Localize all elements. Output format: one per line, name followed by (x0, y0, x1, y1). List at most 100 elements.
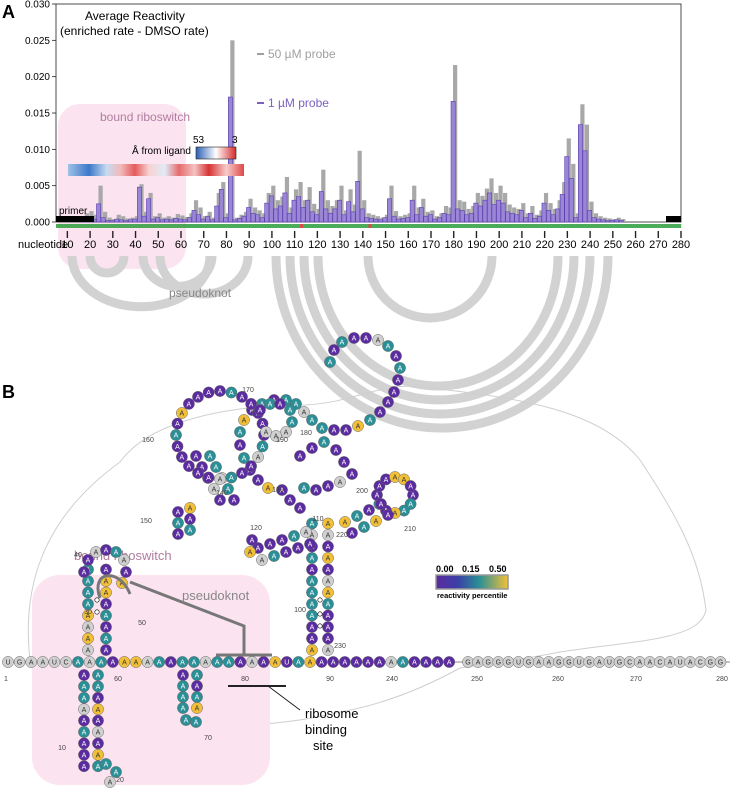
seq-base (118, 224, 122, 228)
nucleotide (306, 414, 318, 426)
nucleotide (327, 656, 340, 668)
position-label: 130 (272, 487, 284, 494)
nucleotide (392, 374, 404, 386)
nucleotide (234, 426, 246, 438)
nucleotide (388, 386, 400, 398)
seq-base (97, 224, 101, 228)
seq-base (294, 224, 298, 228)
position-label: 10 (58, 745, 66, 752)
nucleotide-letter: A (122, 660, 127, 667)
nucleotide-letter: A (195, 706, 200, 713)
nucleotide (298, 482, 310, 494)
nucleotide (78, 566, 90, 578)
seq-base (570, 224, 575, 228)
seq-base (433, 224, 438, 228)
pseudoknot-arc-b (96, 574, 132, 599)
sequence-strip (56, 224, 682, 228)
seq-base (401, 224, 405, 228)
bar-1um (287, 212, 292, 223)
seq-base (481, 224, 485, 228)
nucleotide-letter: A (249, 401, 254, 408)
seq-base (463, 224, 467, 228)
x-axis: 10 20 30 40 50 60 70 80 90 100 110 120 130 140 150 160 1… (61, 231, 690, 251)
nucleotide-letter: A (104, 625, 109, 632)
nucleotide (82, 586, 94, 599)
nucleotide-letter: A (268, 542, 273, 549)
nucleotide (82, 632, 94, 645)
nucleotide (372, 334, 384, 346)
nucleotide (199, 656, 212, 668)
y-tick-label: 0.010 (25, 145, 50, 156)
nucleotide (202, 471, 215, 484)
bar-1um (264, 202, 270, 223)
nucleotide-letter: A (180, 411, 185, 418)
bar-1um (300, 207, 306, 223)
pair-marker (94, 609, 100, 615)
nucleotide (304, 656, 316, 668)
bar-50um (103, 211, 108, 222)
bar-1um (200, 218, 206, 223)
nucleotide-letter: A (379, 502, 384, 509)
seq-base (416, 224, 420, 228)
seq-base (181, 224, 185, 228)
seq-base (88, 224, 92, 228)
seq-base (356, 224, 360, 228)
nucleotide-letter: A (332, 348, 337, 355)
seq-base (154, 224, 158, 228)
seq-base (618, 224, 622, 228)
nucleotide-letter: A (124, 570, 129, 577)
bar-1um (496, 199, 501, 223)
seq-base (201, 224, 206, 228)
seq-base (216, 224, 220, 228)
bar-1um (459, 210, 465, 223)
nucleotide-letter: G (718, 660, 723, 667)
position-label: 80 (241, 676, 249, 683)
nucleotide (100, 644, 112, 656)
seq-base (371, 224, 375, 228)
nucleotide-letter: A (104, 567, 109, 574)
seq-base (597, 224, 601, 228)
x-tick-label: 220 (535, 239, 553, 251)
seq-base (627, 224, 631, 228)
bar-1um (423, 215, 429, 223)
bar-1um (277, 205, 283, 223)
seq-base (466, 224, 470, 228)
nucleotide (202, 386, 215, 399)
bar-1um (387, 198, 392, 223)
nucleotide (358, 521, 370, 533)
nucleotide-letter: A (326, 648, 331, 655)
nucleotide (100, 586, 112, 599)
bar-1um (259, 217, 265, 223)
position-label: 90 (326, 676, 334, 683)
seq-base (564, 224, 569, 228)
nucleotide-letter: A (288, 408, 293, 415)
bar-1um (323, 208, 329, 223)
seq-base (541, 224, 545, 228)
nucleotide-letter: A (96, 718, 101, 725)
pseudoknot-bracket (129, 580, 246, 655)
nucleotide (396, 656, 409, 668)
nucleotide (72, 656, 84, 668)
nucleotide (306, 632, 318, 645)
nucleotide-letter: A (294, 402, 299, 409)
rbs-leader (267, 685, 301, 711)
bar-1um (96, 203, 101, 223)
seq-base (112, 224, 116, 228)
nucleotide-letter: A (302, 486, 307, 493)
seq-base (246, 224, 250, 228)
panel-b-label: B (2, 382, 15, 402)
nucleotide-letter: G (586, 660, 591, 667)
nucleotide (306, 552, 318, 564)
nucleotide-letter: A (331, 660, 336, 667)
seq-base (666, 224, 670, 228)
nucleotide (374, 406, 386, 418)
nucleotide (190, 450, 202, 462)
nucleotide (141, 656, 154, 668)
bar-50um (180, 215, 185, 222)
seq-base (130, 224, 134, 228)
seq-base (520, 224, 524, 228)
bound-region-highlight-b (32, 575, 270, 785)
x-axis-label: nucleotide (18, 239, 68, 251)
bar-1um (237, 218, 242, 223)
nucleotide (25, 656, 38, 668)
